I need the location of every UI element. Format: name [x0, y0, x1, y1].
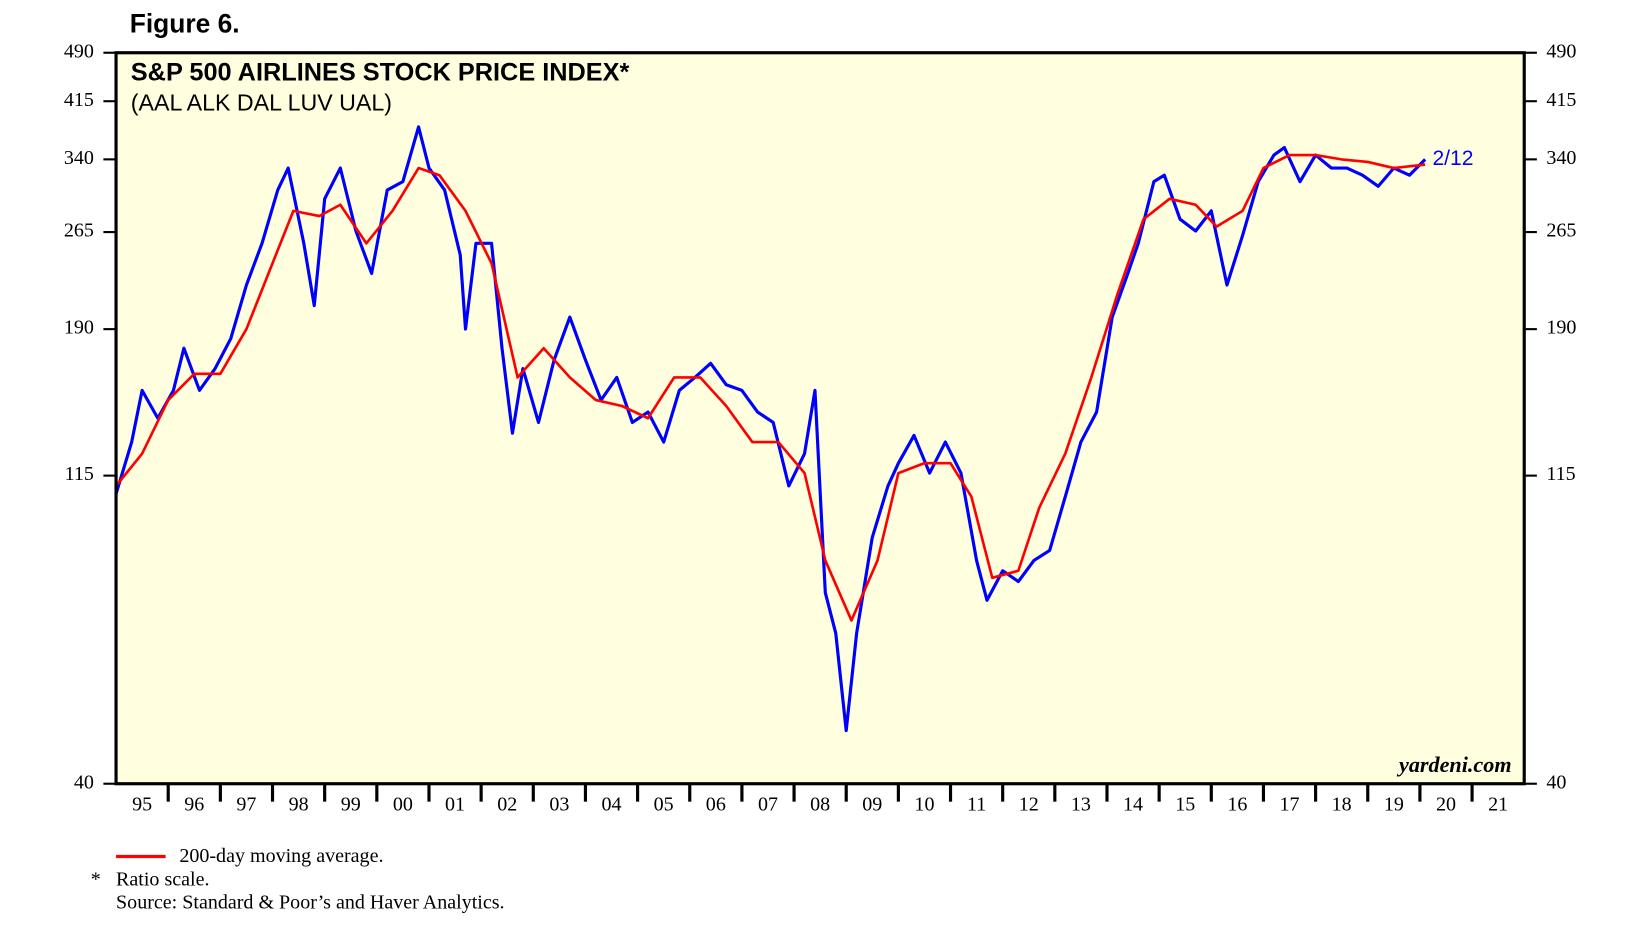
x-tick-label: 17	[1280, 793, 1300, 815]
x-tick-label: 98	[289, 793, 309, 815]
y2-tick-label: 265	[1546, 220, 1576, 242]
y2-tick-label: 190	[1546, 317, 1576, 339]
last-date-label: 2/12	[1432, 147, 1473, 170]
x-tick-label: 95	[132, 793, 152, 815]
y2-tick-label: 415	[1546, 89, 1576, 111]
x-tick-label: 97	[236, 793, 256, 815]
y-tick-label: 115	[65, 463, 94, 485]
x-tick-label: 00	[393, 793, 413, 815]
y-tick-label: 490	[64, 40, 94, 62]
series-line	[114, 125, 1427, 733]
y-tick-label: 40	[74, 771, 94, 793]
x-tick-label: 21	[1488, 793, 1508, 815]
source-watermark: yardeni.com	[1396, 752, 1512, 777]
x-tick-label: 13	[1071, 793, 1091, 815]
x-tick-label: 05	[654, 793, 674, 815]
series-line	[115, 153, 1426, 622]
figure-title: Figure 6.	[130, 8, 240, 38]
footnote: Ratio scale.	[116, 868, 209, 890]
plot-area	[116, 52, 1525, 784]
plot-frame	[114, 51, 1526, 786]
y2-tick-label: 490	[1546, 40, 1576, 62]
y-tick-label: 190	[64, 317, 94, 339]
y2-tick-label: 340	[1546, 147, 1576, 169]
x-tick-label: 04	[602, 793, 622, 815]
legend-label: 200-day moving average.	[179, 845, 383, 867]
x-tick-label: 06	[706, 793, 726, 815]
x-tick-label: 01	[445, 793, 465, 815]
chart-subtitle: (AAL ALK DAL LUV UAL)	[131, 90, 392, 116]
x-tick-label: 18	[1332, 793, 1352, 815]
y2-tick-label: 40	[1546, 771, 1566, 793]
x-tick-label: 07	[758, 793, 778, 815]
x-tick-label: 19	[1384, 793, 1404, 815]
x-tick-label: 14	[1123, 793, 1143, 815]
y-tick-label: 415	[64, 89, 94, 111]
x-tick-label: 16	[1227, 793, 1247, 815]
y-tick-label: 340	[64, 147, 94, 169]
y-tick-label: 265	[64, 220, 94, 242]
x-tick-label: 12	[1019, 793, 1039, 815]
x-tick-label: 15	[1175, 793, 1195, 815]
x-tick-label: 20	[1436, 793, 1456, 815]
x-tick-label: 96	[184, 793, 204, 815]
y2-tick-label: 115	[1546, 463, 1575, 485]
x-tick-label: 11	[967, 793, 986, 815]
chart-title: S&P 500 AIRLINES STOCK PRICE INDEX*	[131, 59, 630, 87]
x-tick-label: 99	[341, 793, 361, 815]
footnote-mark: *	[91, 868, 101, 890]
x-tick-label: 10	[914, 793, 934, 815]
x-tick-label: 03	[549, 793, 569, 815]
x-tick-label: 08	[810, 793, 830, 815]
footnote: Source: Standard & Poor’s and Haver Anal…	[116, 892, 505, 914]
x-tick-label: 09	[862, 793, 882, 815]
x-tick-label: 02	[497, 793, 517, 815]
